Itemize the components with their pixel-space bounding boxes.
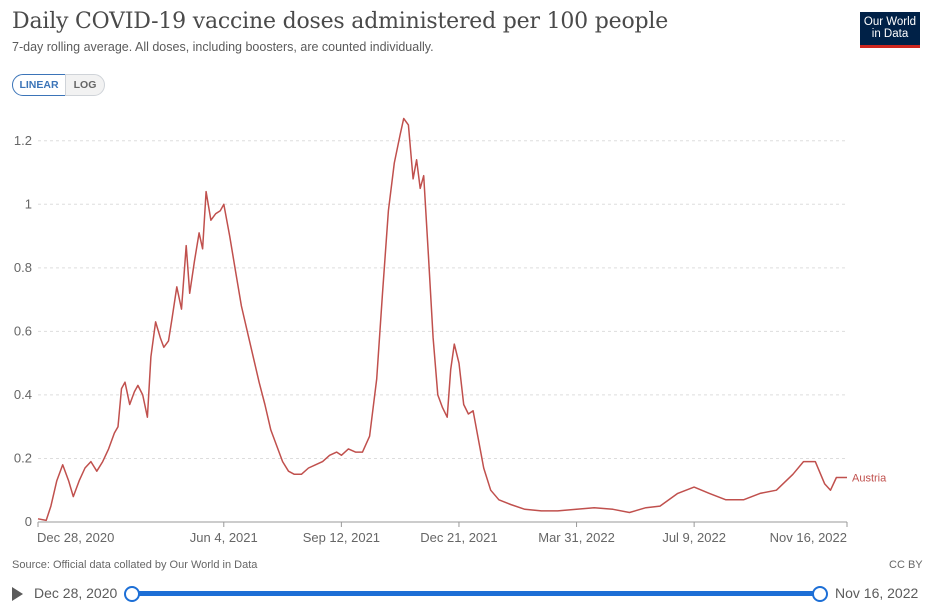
x-tick-label: Dec 21, 2021: [420, 530, 497, 545]
x-tick-label: Mar 31, 2022: [538, 530, 615, 545]
chart-subtitle: 7-day rolling average. All doses, includ…: [12, 40, 434, 54]
owid-logo[interactable]: Our World in Data: [860, 12, 920, 48]
line-chart: 0 0.2 0.4 0.6 0.8 1 1.2 Dec 28, 2020 Jun 4, 202…: [14, 117, 887, 545]
timeline-track[interactable]: [132, 591, 820, 596]
y-tick-label: 1: [25, 196, 32, 211]
play-icon[interactable]: [12, 587, 23, 601]
y-tick-label: 0: [25, 514, 32, 529]
series-label: Austria: [852, 473, 887, 485]
x-tick-label: Sep 12, 2021: [303, 530, 380, 545]
x-axis-ticks: Dec 28, 2020 Jun 4, 2021 Sep 12, 2021 Dec 2…: [37, 522, 848, 545]
timeline-end-label: Nov 16, 2022: [835, 585, 919, 601]
chart-title: Daily COVID-19 vaccine doses administere…: [12, 9, 669, 34]
log-scale-button[interactable]: LOG: [65, 74, 105, 96]
series-line-austria: [37, 117, 847, 522]
y-tick-label: 1.2: [14, 133, 32, 148]
y-axis-ticks: 0 0.2 0.4 0.6 0.8 1 1.2: [14, 133, 32, 529]
x-tick-label: Jul 9, 2022: [662, 530, 726, 545]
license-link[interactable]: CC BY: [889, 559, 923, 571]
series-layer: Austria: [37, 117, 887, 522]
timeline-slider: Dec 28, 2020 Nov 16, 2022: [0, 580, 937, 607]
gridlines: [38, 140, 847, 523]
y-tick-label: 0.8: [14, 260, 32, 275]
linear-scale-button[interactable]: LINEAR: [12, 74, 66, 96]
logo-line-2: in Data: [871, 28, 909, 40]
x-tick-label: Dec 28, 2020: [37, 530, 114, 545]
timeline-start-handle[interactable]: [124, 586, 140, 602]
logo-line-1: Our World: [863, 16, 917, 28]
x-tick-label: Jun 4, 2021: [190, 530, 258, 545]
y-tick-label: 0.6: [14, 323, 32, 338]
x-tick-label: Nov 16, 2022: [770, 530, 847, 545]
y-tick-label: 0.2: [14, 450, 32, 465]
source-note[interactable]: Source: Official data collated by Our Wo…: [12, 559, 258, 571]
timeline-start-label: Dec 28, 2020: [34, 585, 118, 601]
timeline-end-handle[interactable]: [812, 586, 828, 602]
y-tick-label: 0.4: [14, 387, 32, 402]
